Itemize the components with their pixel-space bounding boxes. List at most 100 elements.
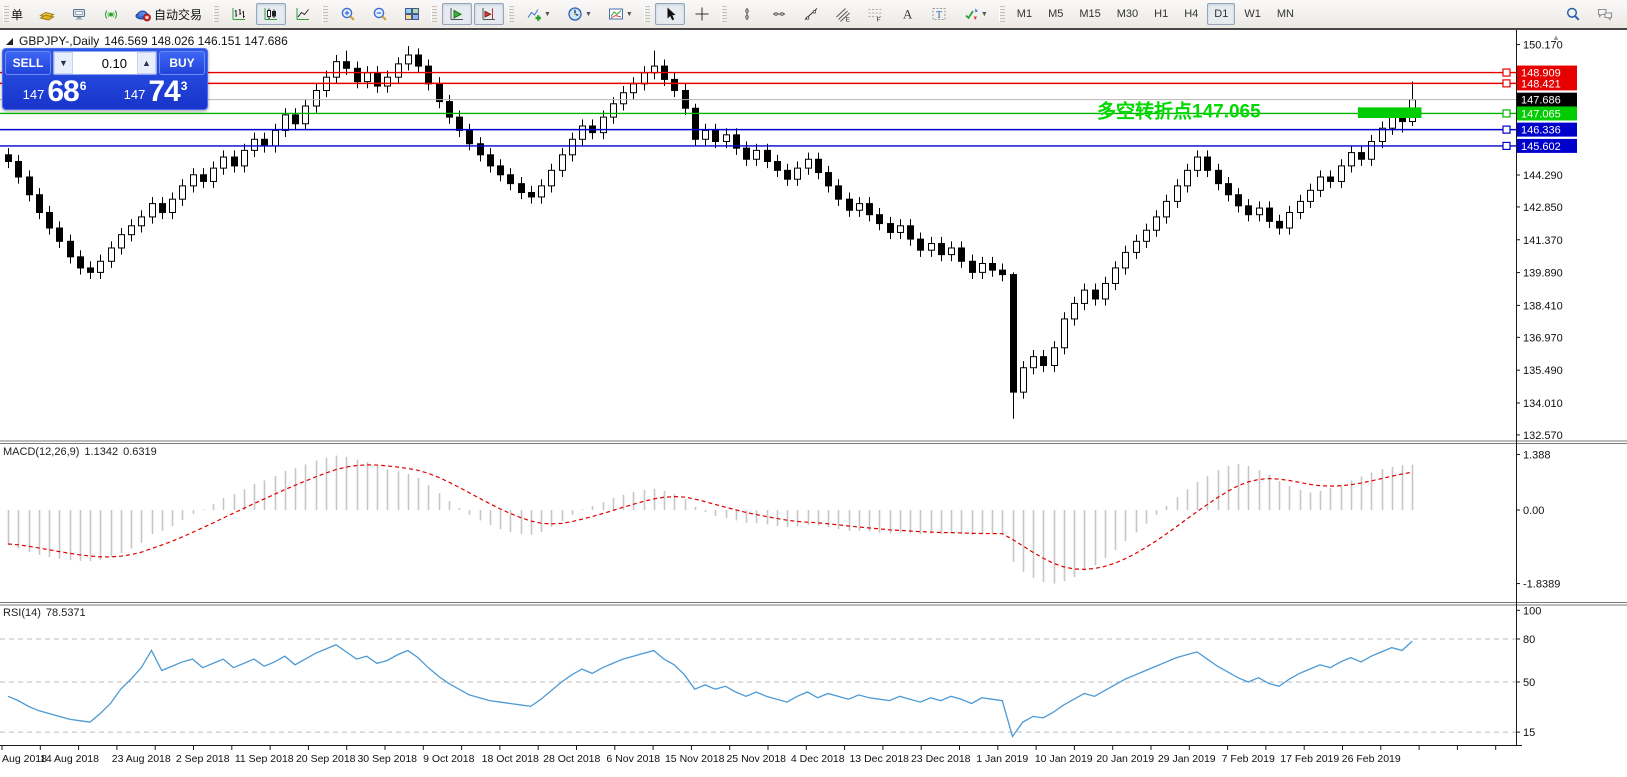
sell-price-pips: 68 [47, 75, 79, 108]
buy-price[interactable]: 147 74 3 [106, 77, 205, 107]
sell-price[interactable]: 147 68 6 [5, 77, 104, 107]
sell-price-figure: 147 [22, 87, 45, 102]
chat-button[interactable] [1590, 3, 1620, 25]
periods-button[interactable]: ▼ [560, 3, 599, 25]
date-label: 23 Dec 2018 [911, 753, 971, 765]
horizontal-line-button[interactable] [764, 3, 794, 25]
zoom-out-button[interactable] [365, 3, 395, 25]
gold-chart-button[interactable] [32, 3, 62, 25]
text-button[interactable]: A [892, 3, 922, 25]
timeframe-m15-button[interactable]: M15 [1072, 3, 1107, 25]
svg-text:-1.8389: -1.8389 [1523, 579, 1560, 591]
templates-icon [608, 8, 623, 20]
line-chart-button[interactable] [288, 3, 318, 25]
timeframe-h1-button[interactable]: H1 [1147, 3, 1175, 25]
buy-button[interactable]: BUY [159, 51, 205, 75]
trendline-icon [804, 8, 818, 20]
crosshair-button[interactable] [687, 3, 717, 25]
auto-trading-button[interactable]: 自动交易 [128, 3, 209, 25]
svg-text:141.370: 141.370 [1523, 235, 1563, 247]
text-icon: A [903, 7, 913, 22]
date-label: 28 Oct 2018 [543, 753, 600, 765]
volume-stepper[interactable]: ▼ 0.10 ▲ [53, 51, 157, 75]
search-button[interactable] [1558, 3, 1588, 25]
volume-decrease-button[interactable]: ▼ [54, 52, 73, 74]
pivot-annotation: 多空转折点147.065 [1097, 100, 1261, 123]
signal-service-button[interactable] [96, 3, 126, 25]
svg-text:A: A [903, 7, 913, 22]
svg-text:146.336: 146.336 [1521, 125, 1561, 137]
equidistant-channel-button[interactable]: E [828, 3, 858, 25]
arrows-button[interactable]: ▼ [956, 3, 995, 25]
volume-value[interactable]: 0.10 [101, 55, 127, 71]
templates-button[interactable]: ▼ [601, 3, 640, 25]
svg-text:148.421: 148.421 [1521, 78, 1561, 90]
date-label: 13 Dec 2018 [849, 753, 909, 765]
trendline-button[interactable] [796, 3, 826, 25]
candles-layer [5, 46, 1416, 419]
auto-trading-label: 自动交易 [154, 7, 203, 22]
toolbar-group [210, 0, 319, 28]
indicators-icon [527, 9, 542, 21]
cursor-icon [667, 7, 676, 21]
svg-text:132.570: 132.570 [1523, 430, 1563, 442]
date-label: 30 Sep 2018 [357, 753, 417, 765]
timeframe-m1-button[interactable]: M1 [1010, 3, 1039, 25]
toolbar-grip [431, 6, 438, 22]
chart-window-icon [6, 37, 13, 45]
zoom-in-button[interactable] [333, 3, 363, 25]
metaeditor-button[interactable] [64, 3, 94, 25]
cursor-button[interactable] [654, 3, 685, 25]
timeframe-mn-button[interactable]: MN [1270, 3, 1301, 25]
toolbar-group [319, 0, 428, 28]
toolbar-group [428, 0, 505, 28]
date-label: 18 Oct 2018 [482, 753, 539, 765]
one-click-trading-panel: SELL ▼ 0.10 ▲ BUY 147 68 6 147 74 3 [2, 48, 208, 110]
toolbar-grip [3, 6, 9, 22]
candlestick-chart-icon [264, 8, 278, 20]
chart-shift-icon [482, 8, 496, 20]
date-label: 14 Aug 2018 [40, 753, 99, 765]
toolbar-grip [508, 6, 515, 22]
volume-increase-button[interactable]: ▲ [137, 52, 156, 74]
text-label-icon: T [932, 8, 946, 21]
bar-chart-button[interactable] [224, 3, 254, 25]
toolbar-grip [213, 6, 220, 22]
buy-price-figure: 147 [123, 87, 146, 102]
timeframe-m5-button[interactable]: M5 [1041, 3, 1070, 25]
text-label-button[interactable]: T [924, 3, 954, 25]
toolbar-grip [720, 6, 727, 22]
vertical-line-button[interactable] [732, 3, 762, 25]
rsi-layer [7, 640, 1413, 738]
timeframe-d1-button[interactable]: D1 [1207, 3, 1236, 25]
macd-layer [7, 455, 1414, 584]
crosshair-icon [695, 7, 709, 21]
svg-text:142.850: 142.850 [1523, 202, 1563, 214]
timeframe-w1-button[interactable]: W1 [1237, 3, 1268, 25]
fibonacci-button[interactable]: F [860, 3, 890, 25]
sell-button[interactable]: SELL [5, 51, 51, 75]
svg-text:▲: ▲ [1552, 33, 1560, 42]
timeframe-h4-button[interactable]: H4 [1177, 3, 1205, 25]
buy-price-pips: 74 [148, 75, 180, 108]
svg-text:100: 100 [1523, 605, 1541, 617]
line-chart-icon [296, 8, 310, 20]
chevron-down-icon: ▼ [625, 10, 633, 18]
svg-text:150.170: 150.170 [1523, 40, 1563, 52]
svg-text:134.010: 134.010 [1523, 398, 1563, 410]
svg-text:144.290: 144.290 [1523, 170, 1563, 182]
chart-shift-button[interactable] [474, 3, 505, 25]
tile-windows-button[interactable] [397, 3, 427, 25]
auto-scroll-button[interactable] [442, 3, 473, 25]
candlestick-chart-button[interactable] [256, 3, 287, 25]
svg-text:E: E [845, 17, 850, 23]
timeframe-m30-button[interactable]: M30 [1110, 3, 1145, 25]
zoom-in-icon [341, 7, 355, 21]
indicators-button[interactable]: ▼ [519, 3, 558, 25]
highlight-rect [1357, 107, 1422, 118]
rsi-name: RSI(14) [3, 607, 41, 619]
toolbar-grip [998, 6, 1005, 22]
new-order-button[interactable]: 单 [1, 3, 30, 25]
chart-title: GBPJPY-,Daily 146.569 148.026 146.151 14… [5, 34, 288, 48]
